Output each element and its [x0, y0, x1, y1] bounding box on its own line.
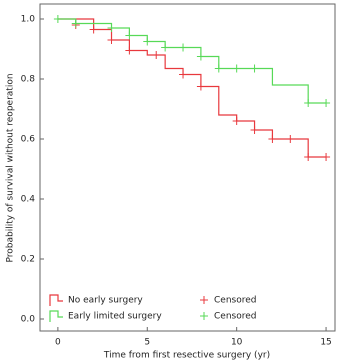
censor-mark — [232, 64, 241, 73]
censor-mark — [196, 52, 205, 61]
censor-mark — [196, 82, 205, 91]
x-tick-label: 0 — [55, 338, 61, 348]
censor-mark — [107, 24, 116, 32]
y-tick-label: 0.8 — [21, 75, 36, 85]
censor-mark — [304, 99, 313, 107]
x-tick-label: 10 — [231, 338, 243, 348]
y-tick-label: 0.0 — [21, 315, 36, 325]
legend-label: No early surgery — [68, 296, 143, 306]
censor-mark — [143, 37, 152, 46]
censor-mark — [71, 19, 80, 28]
legend-swatch — [49, 310, 63, 322]
censor-mark — [152, 51, 161, 59]
y-tick-label: 1.0 — [21, 15, 36, 25]
x-axis-label: Time from first resective surgery (yr) — [103, 351, 270, 361]
censor-mark — [322, 99, 331, 107]
censor-mark — [322, 153, 331, 161]
x-tick-label: 5 — [144, 338, 150, 348]
censor-mark — [179, 70, 188, 79]
censor-mark — [200, 312, 208, 320]
legend-label: Early limited surgery — [68, 312, 162, 322]
censor-mark — [268, 135, 277, 143]
legend-label: Censored — [214, 312, 256, 322]
legend-label: Censored — [214, 296, 256, 306]
censor-mark — [53, 15, 62, 23]
censor-mark — [232, 117, 241, 125]
censor-mark — [304, 153, 313, 161]
censor-mark — [214, 64, 223, 73]
y-tick-label: 0.4 — [21, 195, 36, 205]
y-axis-label: Probability of survival without reoperat… — [6, 73, 16, 262]
y-tick-label: 0.2 — [21, 255, 35, 265]
censor-mark — [125, 31, 134, 40]
x-tick-label: 15 — [320, 338, 331, 348]
plot-frame — [39, 3, 336, 332]
censor-mark — [125, 46, 134, 55]
censor-mark — [250, 64, 259, 73]
censor-mark — [161, 43, 170, 52]
legend-swatch — [49, 294, 63, 306]
censor-mark — [179, 43, 188, 52]
censor-mark — [107, 36, 116, 44]
survival-curve — [57, 18, 327, 104]
survival-curve — [57, 18, 327, 158]
censor-mark — [89, 25, 98, 34]
censor-mark — [286, 135, 295, 143]
y-tick-label: 0.6 — [21, 135, 36, 145]
censor-mark — [250, 126, 259, 134]
censor-mark — [200, 296, 208, 304]
